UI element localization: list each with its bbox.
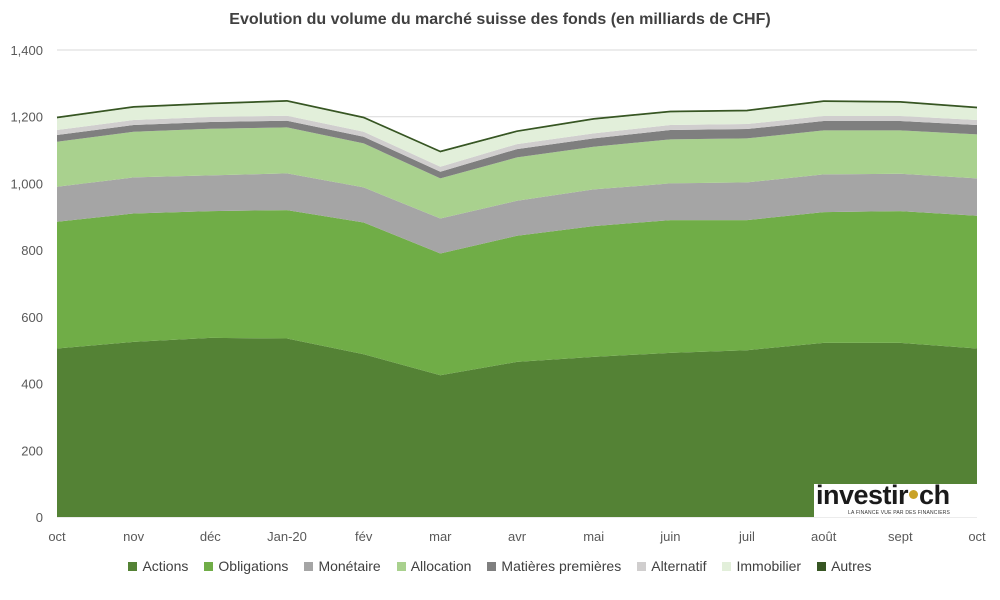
y-tick-label: 800	[21, 243, 43, 258]
y-tick-label: 200	[21, 443, 43, 458]
area-actions	[57, 337, 977, 517]
x-tick-label: fév	[355, 529, 373, 544]
investir-logo: investir ch LA FINANCE VUE PAR DES FINANC…	[814, 480, 977, 517]
x-tick-label: mar	[429, 529, 452, 544]
legend-label: Actions	[142, 558, 189, 574]
logo-text-left: investir	[816, 480, 909, 510]
x-tick-label: août	[811, 529, 837, 544]
x-tick-label: mai	[583, 529, 604, 544]
seal-icon	[909, 490, 919, 500]
x-tick-label: avr	[508, 529, 527, 544]
legend-item: Immobilier	[722, 558, 801, 574]
area-autres-outline	[56, 99, 978, 153]
legend-swatch	[487, 561, 497, 571]
legend-label: Immobilier	[736, 558, 802, 574]
logo-wordmark: investir ch	[816, 480, 950, 511]
legend-item: Autres	[817, 558, 872, 574]
logo-text-right: ch	[919, 480, 950, 510]
area-mati-res-premi-res	[57, 120, 977, 179]
legend-item: Actions	[128, 558, 188, 574]
logo-tagline: LA FINANCE VUE PAR DES FINANCIERS	[848, 510, 951, 516]
legend-label: Allocation	[410, 558, 472, 574]
x-tick-label: oct	[968, 529, 986, 544]
x-tick-label: oct	[48, 529, 66, 544]
x-tick-label: juil	[738, 529, 755, 544]
chart-title: Evolution du volume du marché suisse des…	[229, 11, 771, 28]
legend-label: Alternatif	[651, 558, 707, 574]
chart-legend: Actions Obligations Monétaire Allocation Mat…	[0, 558, 1000, 574]
x-tick-label: sept	[888, 529, 913, 544]
legend-item: Monétaire	[304, 558, 381, 574]
legend-label: Autres	[831, 558, 872, 574]
legend-label: Matières premières	[501, 558, 622, 574]
legend-item: Alternatif	[637, 558, 706, 574]
legend-swatch	[304, 561, 314, 571]
legend-swatch	[722, 561, 732, 571]
axes: 0 200 400 600 800 1,000 1,200 1,400 oct nov déc Jan…	[10, 43, 986, 544]
area-immobilier	[57, 101, 977, 167]
x-tick-label: juin	[659, 529, 680, 544]
x-tick-label: nov	[123, 529, 144, 544]
legend-item: Obligations	[204, 558, 288, 574]
area-alternatif	[57, 115, 977, 172]
legend-swatch	[128, 561, 138, 571]
legend-swatch	[637, 561, 647, 571]
legend-swatch	[817, 561, 827, 571]
area-series	[56, 99, 978, 517]
y-tick-label: 400	[21, 377, 43, 392]
y-tick-label: 0	[36, 510, 43, 525]
area-mon-taire	[57, 173, 977, 254]
legend-item: Matières premières	[487, 558, 621, 574]
area-allocation	[57, 127, 977, 219]
y-tick-label: 600	[21, 310, 43, 325]
y-tick-label: 1,400	[10, 43, 43, 58]
legend-label: Obligations	[218, 558, 289, 574]
legend-swatch	[204, 561, 214, 571]
x-tick-label: déc	[200, 529, 221, 544]
y-tick-label: 1,000	[10, 176, 43, 191]
x-tick-label: Jan-20	[267, 529, 307, 544]
y-tick-label: 1,200	[10, 110, 43, 125]
legend-swatch	[396, 561, 406, 571]
legend-label: Monétaire	[318, 558, 381, 574]
area-obligations	[57, 210, 977, 376]
legend-item: Allocation	[396, 558, 472, 574]
